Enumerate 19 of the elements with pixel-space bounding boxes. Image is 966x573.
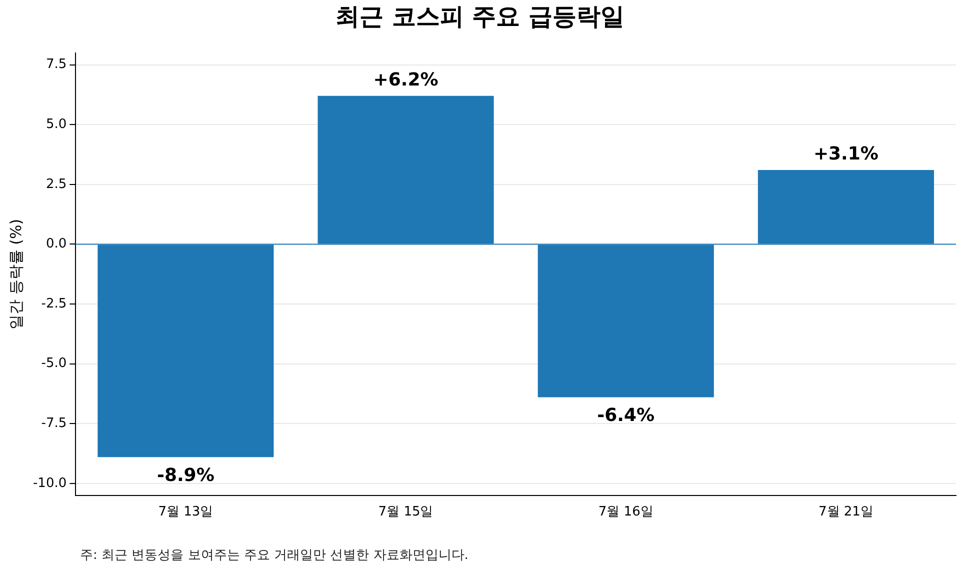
chart-title: 최근 코스피 주요 급등락일 [335,2,625,31]
x-tick-label: 7월 15일 [378,504,434,520]
y-tick-label: -5.0 [41,356,67,372]
data-label: -8.9% [156,464,214,486]
y-tick-label: 0.0 [46,236,67,252]
y-tick-label: -2.5 [41,296,67,312]
x-tick-label: 7월 21일 [818,504,874,520]
x-tick-label: 7월 16일 [598,504,654,520]
data-label: -6.4% [597,404,655,426]
y-tick-label: 7.5 [46,57,67,72]
y-tick-label: 2.5 [46,176,67,192]
y-tick-label: -10.0 [32,476,67,491]
y-axis-title: 일간 등락률 (%) [6,218,25,330]
y-tick-label: 5.0 [46,116,67,132]
text: 주: 최근 변동성을 보여주는 주요 거래일만 선별한 자료화면입니다. [80,547,468,564]
data-label: +3.1% [813,144,878,165]
data-label: +6.2% [373,70,438,91]
x-tick-label: 7월 13일 [158,504,214,520]
y-tick-label: -7.5 [41,416,67,431]
